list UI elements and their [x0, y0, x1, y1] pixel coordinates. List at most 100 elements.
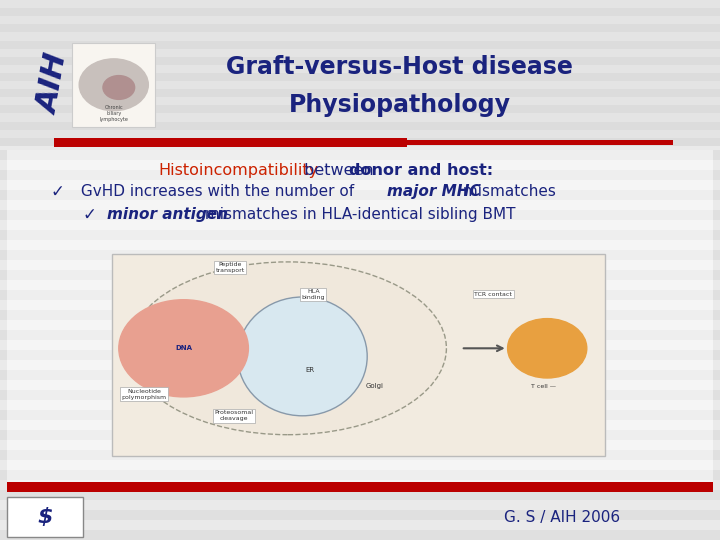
Text: $: $ [37, 507, 53, 528]
Bar [0, 130, 720, 138]
Bar [0, 520, 720, 530]
Bar [0, 89, 720, 97]
Bar [0, 330, 720, 340]
Text: G. S / AIH 2006: G. S / AIH 2006 [503, 510, 620, 525]
Bar [0, 140, 720, 150]
Bar [0, 40, 720, 49]
Bar [0, 470, 720, 480]
Bar [0, 65, 720, 73]
Bar [7, 290, 713, 300]
Bar [0, 480, 720, 490]
Bar [0, 500, 720, 510]
Bar [54, 138, 407, 147]
Bar [7, 430, 713, 440]
Bar [0, 510, 720, 520]
Text: Chronic
biliary
lymphocyte: Chronic biliary lymphocyte [99, 105, 128, 122]
Bar [0, 50, 720, 60]
Bar [0, 10, 720, 20]
Bar [0, 113, 720, 122]
Bar [0, 460, 720, 470]
Bar [0, 180, 720, 190]
Bar [7, 230, 713, 240]
Text: donor and host:: donor and host: [349, 163, 493, 178]
Bar [7, 400, 713, 410]
Bar [0, 300, 720, 310]
Bar [0, 16, 720, 24]
Bar [0, 97, 720, 105]
Bar [0, 49, 720, 57]
Bar [0, 40, 720, 50]
Bar [0, 120, 720, 130]
Text: AIH: AIH [35, 51, 73, 116]
Bar [7, 250, 713, 260]
Bar [0, 130, 720, 140]
Text: minor antigen: minor antigen [107, 207, 228, 222]
Text: Physiopathology: Physiopathology [289, 93, 510, 117]
Circle shape [79, 59, 148, 111]
Text: Proteosomal
cleavage: Proteosomal cleavage [215, 410, 253, 421]
Bar [0, 160, 720, 170]
Bar [0, 360, 720, 370]
FancyBboxPatch shape [72, 43, 155, 127]
FancyBboxPatch shape [7, 497, 83, 537]
Ellipse shape [130, 262, 446, 435]
Text: between: between [299, 163, 379, 178]
Bar [0, 380, 720, 390]
Bar [7, 160, 713, 170]
Bar [7, 420, 713, 430]
Bar [0, 81, 720, 89]
Bar [0, 350, 720, 360]
Bar [0, 8, 720, 16]
Bar [0, 450, 720, 460]
Bar [0, 138, 720, 146]
Bar [0, 105, 720, 113]
Bar [7, 380, 713, 390]
Bar [0, 210, 720, 220]
Bar [0, 340, 720, 350]
Bar [0, 150, 720, 160]
Bar [0, 440, 720, 450]
Bar [7, 270, 713, 280]
Bar [0, 57, 720, 65]
Bar [0, 530, 720, 540]
Bar [7, 170, 713, 180]
Bar [7, 240, 713, 250]
Text: ✓: ✓ [83, 205, 96, 224]
Bar [0, 100, 720, 110]
Text: Peptide
transport: Peptide transport [216, 262, 245, 273]
Text: mismatches in HLA-identical sibling BMT: mismatches in HLA-identical sibling BMT [200, 207, 516, 222]
Bar [0, 250, 720, 260]
Text: Graft-versus-Host disease: Graft-versus-Host disease [226, 56, 573, 79]
Bar [0, 280, 720, 290]
Text: ER: ER [305, 367, 314, 373]
Bar [0, 20, 720, 30]
Bar [7, 190, 713, 200]
Ellipse shape [238, 297, 367, 416]
Bar [0, 200, 720, 210]
Bar [0, 400, 720, 410]
Bar [7, 330, 713, 340]
Text: Histoincompatibility: Histoincompatibility [158, 163, 318, 178]
Bar [7, 470, 713, 480]
Text: GvHD increases with the number of: GvHD increases with the number of [76, 184, 359, 199]
Bar [7, 280, 713, 290]
Bar [7, 320, 713, 330]
Bar [0, 90, 720, 100]
Bar [7, 370, 713, 380]
Bar [0, 32, 720, 40]
Bar [7, 410, 713, 420]
Bar [0, 220, 720, 230]
Bar [0, 80, 720, 90]
Bar [0, 24, 720, 32]
Bar [0, 0, 720, 8]
Bar [0, 30, 720, 40]
Bar [0, 70, 720, 80]
Bar [0, 60, 720, 70]
Circle shape [119, 300, 248, 397]
Bar [0, 0, 720, 10]
Bar [0, 410, 720, 420]
Bar [0, 320, 720, 330]
Bar [7, 180, 713, 190]
Bar [7, 260, 713, 270]
Bar [0, 430, 720, 440]
